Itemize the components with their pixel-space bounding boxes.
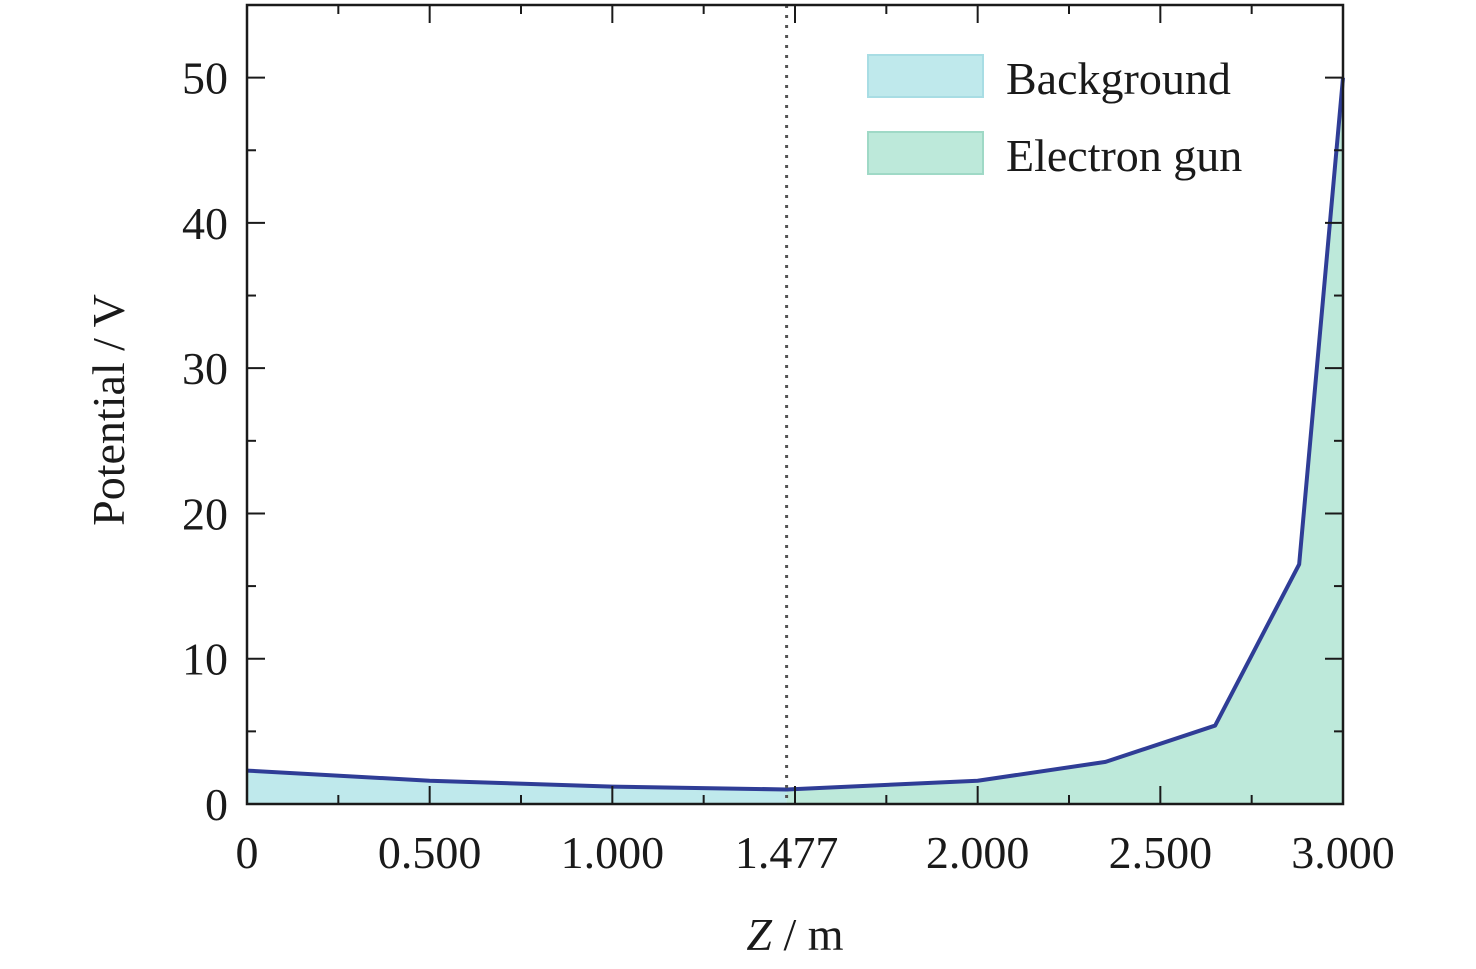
area-fills [247,77,1343,805]
potential-curve [246,77,1345,792]
plot-frame [245,3,1345,806]
x-tick-label: 2.500 [1109,827,1213,878]
x-axis-unit: / m [772,909,844,960]
area-electron-gun [786,77,1343,805]
x-axis-variable: Z [746,909,772,960]
y-tick-labels: 0 10 20 30 40 50 [182,53,228,830]
y-tick-label: 10 [182,634,228,685]
y-tick-label: 30 [182,343,228,394]
x-tick-label: 1.477 [735,827,839,878]
y-tick-label: 20 [182,488,228,539]
y-axis-title: Potential / V [83,294,134,526]
x-tick-label: 0 [236,827,259,878]
x-tick-label: 2.000 [926,827,1030,878]
x-tick-labels: 0 0.500 1.000 1.477 2.000 2.500 3.000 [236,827,1395,878]
x-tick-label: 1.000 [561,827,665,878]
x-tick-label: 3.000 [1291,827,1395,878]
legend-swatch-electron-gun [867,131,984,175]
x-axis-title: Z / m [746,909,843,960]
legend-swatch-background [867,54,984,98]
y-tick-label: 50 [182,53,228,104]
legend-label-electron-gun: Electron gun [1006,130,1242,181]
legend-label-background: Background [1006,53,1231,104]
y-tick-label: 0 [205,779,228,830]
axis-ticks [246,5,1344,805]
y-tick-label: 40 [182,198,228,249]
x-tick-label: 0.500 [378,827,482,878]
legend: Background Electron gun [867,53,1242,181]
